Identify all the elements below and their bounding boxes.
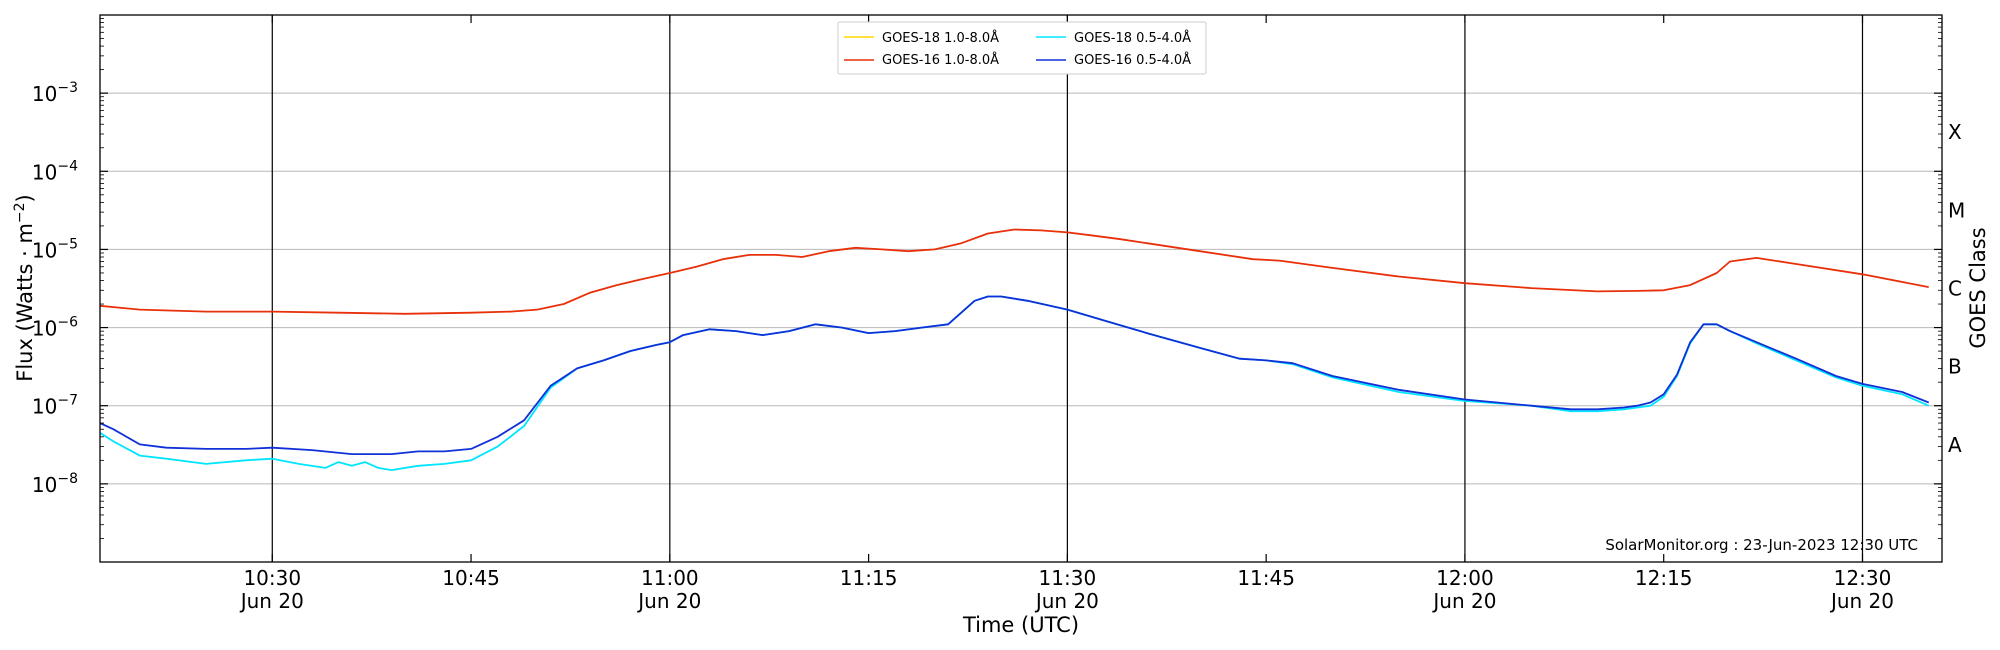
credit-text: SolarMonitor.org : 23-Jun-2023 12:30 UTC — [1605, 536, 1918, 554]
x-tick-label: 11:30 — [1039, 566, 1097, 590]
series-line — [100, 295, 1930, 456]
x-tick-label: 12:00 — [1436, 566, 1494, 590]
y-tick-label: 10−3 — [32, 80, 78, 106]
y-axis-title-close: ) — [13, 194, 37, 202]
x-tick-label: 10:30 — [243, 566, 301, 590]
y-axis-title-main: Flux (Watts · m — [13, 223, 37, 382]
legend-label-goes18-long: GOES-18 1.0-8.0Å — [882, 30, 999, 46]
series-line — [100, 228, 1929, 315]
y-axis-title: Flux (Watts · m−2) — [12, 194, 37, 382]
y-axis-ticks: 10−8 10−7 10−6 10−5 10−4 10−3 — [32, 18, 1942, 539]
legend-label-goes18-short: GOES-18 0.5-4.0Å — [1074, 30, 1191, 46]
x-tick-label: 11:45 — [1237, 566, 1295, 590]
y-tick-label: 10−8 — [32, 471, 78, 497]
x-axis-title: Time (UTC) — [962, 613, 1079, 637]
x-tick-sublabel: Jun 20 — [1034, 589, 1099, 613]
series-lines — [100, 228, 1930, 472]
goes-class-labels: A B C M X — [1948, 120, 1965, 457]
x-tick-sublabel: Jun 20 — [239, 589, 304, 613]
goes-class-label: M — [1948, 198, 1965, 222]
goes-class-label: X — [1948, 120, 1962, 144]
x-tick-label: 12:30 — [1834, 566, 1892, 590]
horizontal-gridlines — [100, 92, 1942, 485]
goes-class-label: A — [1948, 433, 1962, 457]
legend-box — [837, 21, 1207, 75]
x-tick-sublabel: Jun 20 — [636, 589, 701, 613]
goes-class-label: B — [1948, 355, 1962, 379]
legend: GOES-18 1.0-8.0Å GOES-18 0.5-4.0Å GOES-1… — [837, 21, 1207, 75]
goes-class-label: C — [1948, 277, 1962, 301]
x-tick-sublabel: Jun 20 — [1431, 589, 1496, 613]
legend-label-goes16-short: GOES-16 0.5-4.0Å — [1074, 52, 1191, 68]
plot-frame — [99, 14, 1943, 563]
x-tick-label: 12:15 — [1635, 566, 1693, 590]
y-axis-title-superscript: −2 — [12, 202, 28, 223]
y-tick-label: 10−5 — [32, 236, 78, 262]
x-tick-label: 11:15 — [840, 566, 898, 590]
y-tick-label: 10−4 — [32, 158, 78, 184]
x-tick-label: 11:00 — [641, 566, 699, 590]
legend-label-goes16-long: GOES-16 1.0-8.0Å — [882, 52, 999, 68]
x-tick-sublabel: Jun 20 — [1829, 589, 1894, 613]
x-tick-label: 10:45 — [442, 566, 500, 590]
y-tick-label: 10−7 — [32, 393, 78, 419]
day-vertical-lines — [271, 15, 1864, 562]
goes-class-axis-title: GOES Class — [1966, 227, 1990, 348]
y-tick-label: 10−6 — [32, 315, 78, 341]
